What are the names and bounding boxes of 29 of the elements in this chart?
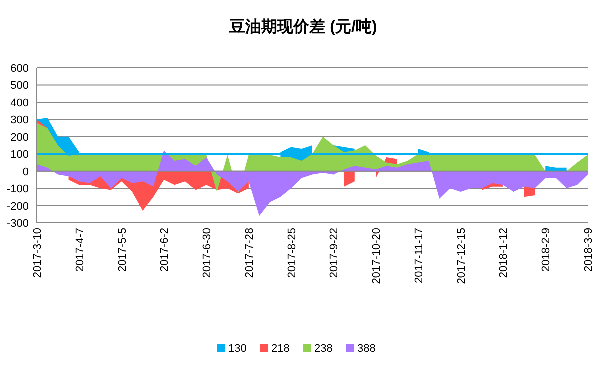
- x-tick-label: 2017-4-7: [74, 228, 86, 272]
- x-tick-label: 2017-11-17: [413, 228, 426, 284]
- x-tick-label: 2018-1-12: [498, 228, 510, 278]
- y-tick-label: 100: [10, 149, 29, 162]
- x-tick-label: 2018-3-9: [583, 228, 595, 272]
- x-tick-label: 2017-6-30: [202, 228, 214, 278]
- y-tick-label: 600: [10, 63, 29, 75]
- y-tick-label: 500: [10, 80, 29, 92]
- y-tick-label: -100: [6, 184, 29, 196]
- x-tick-label: 2017-9-22: [328, 228, 341, 278]
- x-tick-label: 2017-6-2: [159, 228, 172, 272]
- legend-label: 388: [358, 343, 376, 355]
- legend-label: 238: [314, 343, 333, 355]
- y-tick-label: -300: [6, 218, 29, 230]
- x-tick-label: 2017-7-28: [244, 228, 256, 278]
- chart-title: 豆油期现价差 (元/吨): [228, 18, 378, 36]
- x-tick-label: 2018-2-9: [540, 228, 553, 272]
- y-tick-label: -200: [6, 200, 29, 213]
- x-tick-label: 2017-8-25: [286, 228, 298, 278]
- x-tick-label: 2017-12-15: [456, 228, 468, 284]
- y-tick-label: 300: [10, 114, 29, 127]
- x-tick-label: 2017-10-20: [371, 228, 384, 284]
- y-tick-label: 0: [22, 166, 29, 178]
- legend-label: 130: [228, 343, 247, 355]
- x-tick-label: 2017-3-10: [32, 228, 44, 278]
- y-tick-label: 400: [10, 97, 29, 110]
- legend-label: 218: [272, 343, 290, 355]
- x-tick-label: 2017-5-5: [116, 228, 129, 272]
- y-tick-label: 200: [10, 132, 29, 144]
